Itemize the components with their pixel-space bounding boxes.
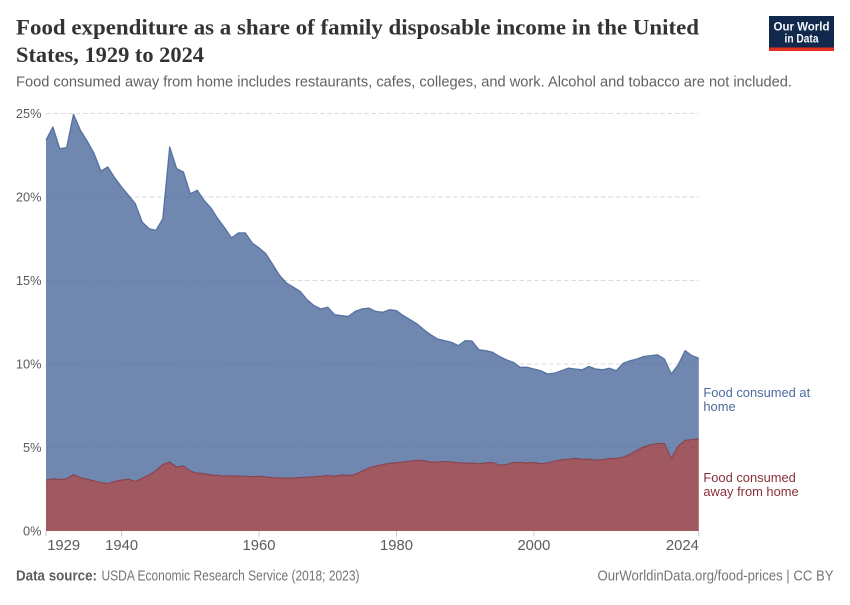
svg-text:5%: 5% [23, 440, 42, 455]
svg-text:States, 1929 to 2024: States, 1929 to 2024 [16, 42, 204, 67]
svg-text:in Data: in Data [785, 31, 819, 45]
svg-text:0%: 0% [23, 524, 42, 539]
svg-text:away from home: away from home [703, 484, 798, 499]
svg-text:OurWorldinData.org/food-prices: OurWorldinData.org/food-prices | CC BY [598, 568, 834, 584]
svg-text:2024: 2024 [666, 538, 699, 554]
svg-text:Food expenditure as a share of: Food expenditure as a share of family di… [16, 15, 699, 40]
svg-text:Food consumed at: Food consumed at [703, 385, 810, 400]
svg-text:1960: 1960 [243, 538, 276, 554]
svg-text:Our World: Our World [774, 20, 830, 34]
svg-text:15%: 15% [16, 273, 42, 288]
svg-text:20%: 20% [16, 190, 42, 205]
svg-text:2000: 2000 [517, 538, 550, 554]
svg-text:Data source:: Data source: [16, 568, 97, 584]
svg-text:Food consumed: Food consumed [703, 470, 795, 485]
svg-text:25%: 25% [16, 106, 42, 121]
svg-text:1940: 1940 [105, 538, 138, 554]
svg-text:USDA Economic Research Service: USDA Economic Research Service (2018; 20… [102, 568, 360, 584]
svg-text:10%: 10% [16, 357, 42, 372]
svg-text:Food consumed away from home i: Food consumed away from home includes re… [16, 75, 792, 91]
svg-text:home: home [703, 399, 735, 414]
svg-text:1980: 1980 [380, 538, 413, 554]
svg-text:1929: 1929 [47, 538, 80, 554]
